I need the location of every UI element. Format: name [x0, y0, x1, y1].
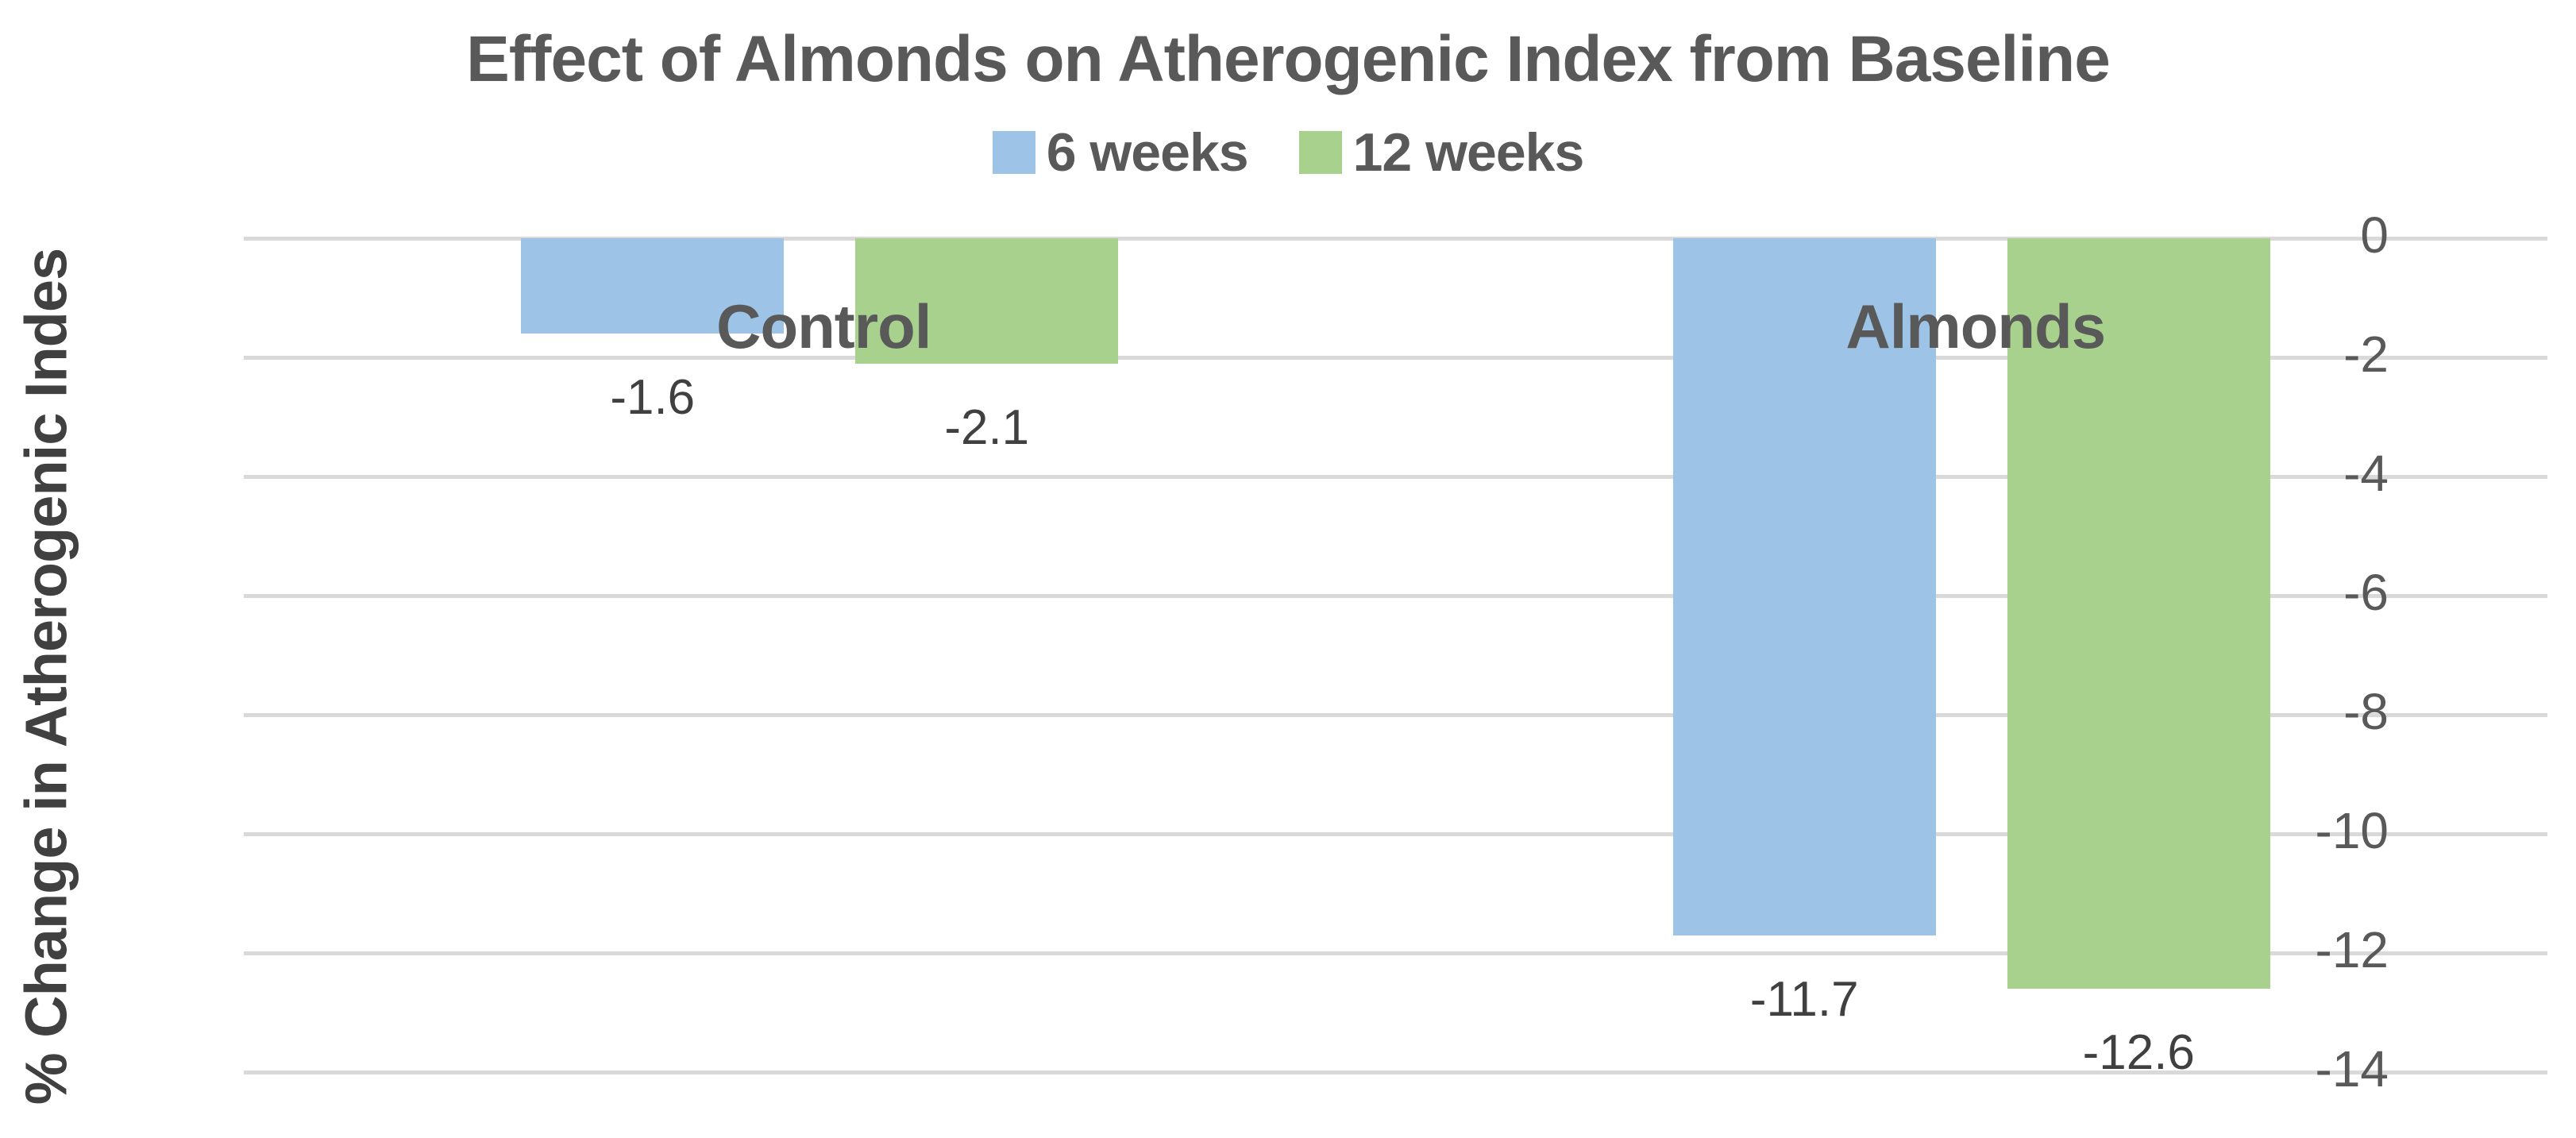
bar-value-label: -12.6: [2082, 1025, 2195, 1080]
bar-6-weeks-control: [521, 238, 785, 334]
bar-value-label: -2.1: [944, 399, 1030, 455]
gridline: [244, 832, 2547, 836]
chart-title: Effect of Almonds on Atherogenic Index f…: [466, 23, 2111, 95]
legend: 6 weeks 12 weeks: [0, 125, 2576, 179]
legend-label-6-weeks: 6 weeks: [1046, 122, 1249, 183]
y-tick-label: -14: [2315, 1040, 2389, 1097]
gridline: [244, 713, 2547, 717]
y-tick-label: -12: [2315, 921, 2389, 978]
legend-swatch-6-weeks: [992, 131, 1035, 174]
y-tick-label: -2: [2343, 326, 2389, 383]
y-tick-label: 0: [2360, 206, 2389, 264]
gridline: [244, 356, 2547, 360]
bar-value-label: -1.6: [610, 370, 696, 425]
gridline: [244, 1070, 2547, 1074]
legend-swatch-12-weeks: [1298, 131, 1342, 174]
bar-12-weeks-almonds: [2007, 238, 2270, 989]
gridline: [244, 237, 2547, 241]
legend-label-12-weeks: 12 weeks: [1352, 122, 1585, 183]
legend-item-6-weeks: 6 weeks: [992, 122, 1249, 183]
gridline: [244, 594, 2547, 598]
gridline: [244, 951, 2547, 955]
y-tick-label: -6: [2343, 564, 2389, 621]
y-tick-label: -10: [2315, 802, 2389, 859]
legend-item-12-weeks: 12 weeks: [1298, 122, 1585, 183]
category-label-almonds: Almonds: [1845, 291, 2106, 361]
gridline: [244, 475, 2547, 479]
bar-6-weeks-almonds: [1672, 238, 1936, 935]
y-tick-label: -4: [2343, 445, 2389, 502]
y-tick-label: -8: [2343, 683, 2389, 740]
bar-12-weeks-control: [855, 238, 1119, 364]
category-label-control: Control: [716, 291, 931, 361]
bar-value-label: -11.7: [1749, 971, 1859, 1027]
